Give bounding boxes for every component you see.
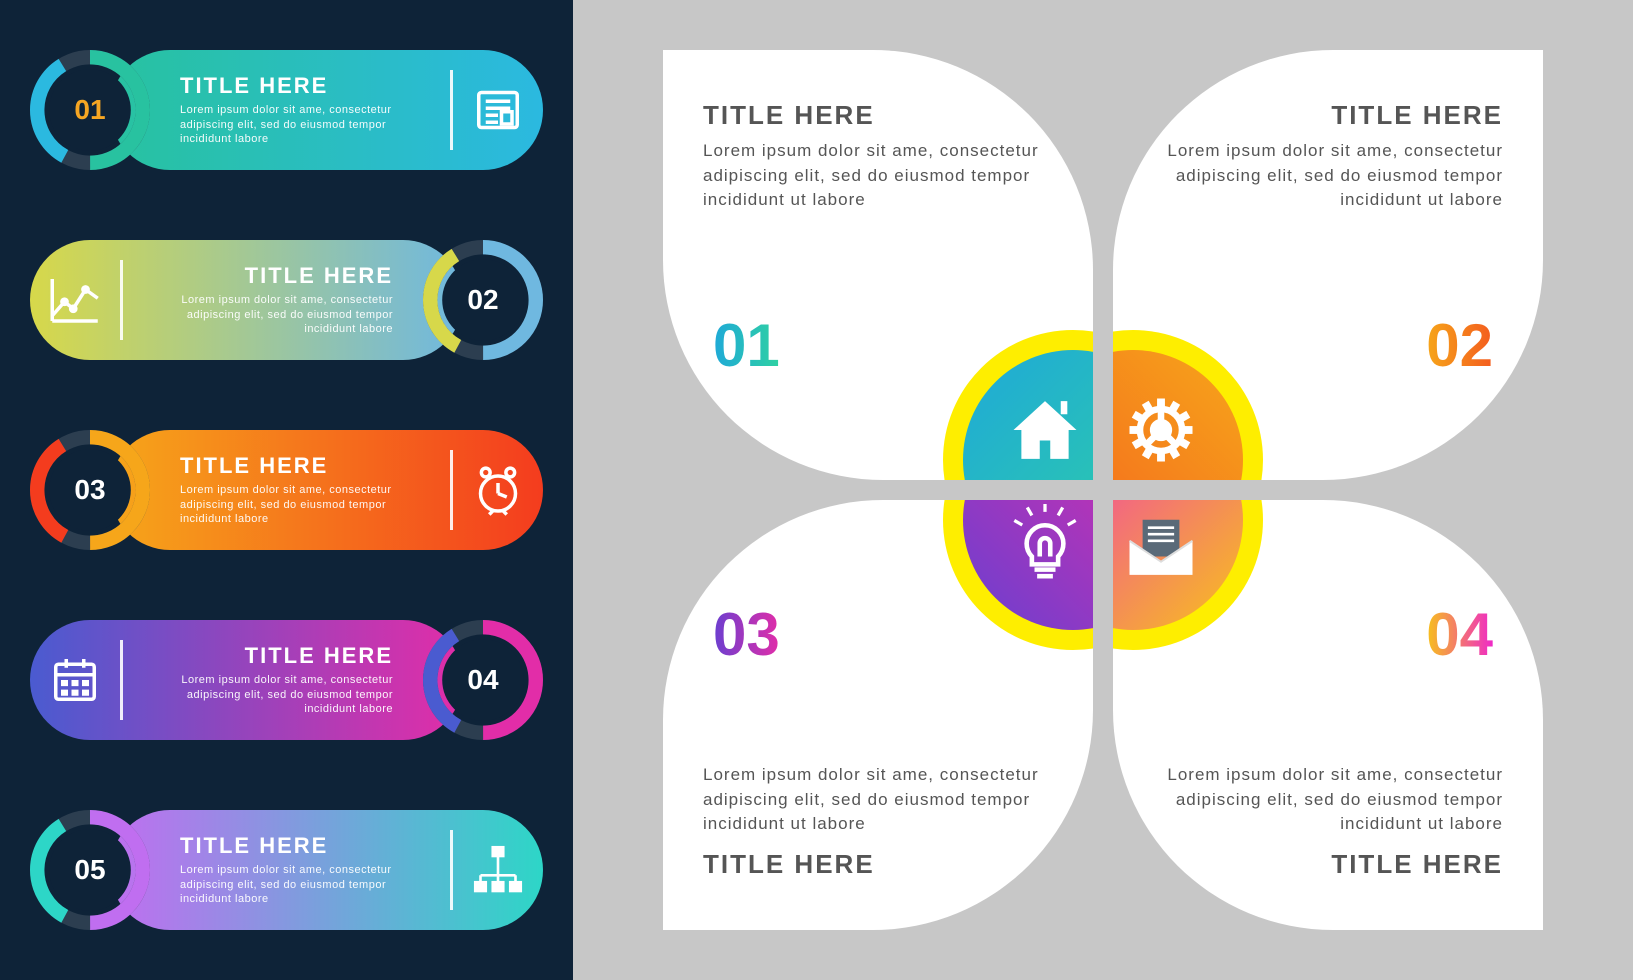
pill-divider	[450, 830, 453, 910]
pill-row-02: TITLE HERE Lorem ipsum dolor sit ame, co…	[30, 230, 543, 370]
pill-row-03: 03 TITLE HERE Lorem ipsum dolor sit ame,…	[30, 420, 543, 560]
pill-text: TITLE HERE Lorem ipsum dolor sit ame, co…	[123, 643, 413, 718]
pill-divider	[450, 70, 453, 150]
pill-desc: Lorem ipsum dolor sit ame, consectetur a…	[180, 103, 430, 148]
petal-number: 04	[1426, 600, 1493, 669]
petal-text: TITLE HERE Lorem ipsum dolor sit ame, co…	[1163, 763, 1503, 880]
pill-text: TITLE HERE Lorem ipsum dolor sit ame, co…	[160, 73, 450, 148]
pill-text: TITLE HERE Lorem ipsum dolor sit ame, co…	[160, 453, 450, 528]
petal-number: 03	[713, 600, 780, 669]
number-ring: 05	[30, 810, 150, 930]
number-label: 05	[30, 810, 150, 930]
clock-icon	[453, 430, 543, 550]
petal-04: 04 TITLE HERE Lorem ipsum dolor sit ame,…	[1113, 500, 1543, 930]
petal-title: TITLE HERE	[1163, 849, 1503, 880]
pill-row-04: TITLE HERE Lorem ipsum dolor sit ame, co…	[30, 610, 543, 750]
pill-desc: Lorem ipsum dolor sit ame, consectetur a…	[180, 483, 430, 528]
petal-text: TITLE HERE Lorem ipsum dolor sit ame, co…	[703, 763, 1043, 880]
pill-body: TITLE HERE Lorem ipsum dolor sit ame, co…	[110, 430, 543, 550]
number-ring: 03	[30, 430, 150, 550]
pill-body: TITLE HERE Lorem ipsum dolor sit ame, co…	[30, 240, 463, 360]
petal-text: TITLE HERE Lorem ipsum dolor sit ame, co…	[1163, 100, 1503, 213]
house-icon	[1031, 416, 1093, 481]
number-ring: 04	[423, 620, 543, 740]
network-icon	[453, 810, 543, 930]
pill-body: TITLE HERE Lorem ipsum dolor sit ame, co…	[30, 620, 463, 740]
pill-body: TITLE HERE Lorem ipsum dolor sit ame, co…	[110, 810, 543, 930]
pill-title: TITLE HERE	[180, 73, 430, 99]
petal-number: 02	[1426, 311, 1493, 380]
pill-row-05: 05 TITLE HERE Lorem ipsum dolor sit ame,…	[30, 800, 543, 940]
chart-icon	[30, 240, 120, 360]
number-label: 01	[30, 50, 150, 170]
pill-title: TITLE HERE	[143, 263, 393, 289]
petal-01: 01 TITLE HERE Lorem ipsum dolor sit ame,…	[663, 50, 1093, 480]
newspaper-icon	[453, 50, 543, 170]
number-label: 04	[423, 620, 543, 740]
petal-text: TITLE HERE Lorem ipsum dolor sit ame, co…	[703, 100, 1043, 213]
number-label: 02	[423, 240, 543, 360]
pill-title: TITLE HERE	[180, 453, 430, 479]
calendar-icon	[30, 620, 120, 740]
petal-title: TITLE HERE	[703, 849, 1043, 880]
left-infographic-panel: 01 TITLE HERE Lorem ipsum dolor sit ame,…	[0, 0, 573, 980]
pill-desc: Lorem ipsum dolor sit ame, consectetur a…	[180, 863, 430, 908]
number-ring: 01	[30, 50, 150, 170]
petal-desc: Lorem ipsum dolor sit ame, consectetur a…	[1163, 139, 1503, 213]
petal-desc: Lorem ipsum dolor sit ame, consectetur a…	[1163, 763, 1503, 837]
petal-02: 02 TITLE HERE Lorem ipsum dolor sit ame,…	[1113, 50, 1543, 480]
pill-text: TITLE HERE Lorem ipsum dolor sit ame, co…	[123, 263, 413, 338]
pill-body: TITLE HERE Lorem ipsum dolor sit ame, co…	[110, 50, 543, 170]
pill-desc: Lorem ipsum dolor sit ame, consectetur a…	[143, 673, 393, 718]
pill-divider	[120, 640, 123, 720]
petal-title: TITLE HERE	[1163, 100, 1503, 131]
pill-desc: Lorem ipsum dolor sit ame, consectetur a…	[143, 293, 393, 338]
mail-icon	[1113, 500, 1175, 565]
pill-title: TITLE HERE	[180, 833, 430, 859]
petal-title: TITLE HERE	[703, 100, 1043, 131]
pill-divider	[450, 450, 453, 530]
pill-divider	[120, 260, 123, 340]
pill-row-01: 01 TITLE HERE Lorem ipsum dolor sit ame,…	[30, 40, 543, 180]
bulb-icon	[1031, 500, 1093, 565]
petal-number: 01	[713, 311, 780, 380]
petal-03: 03 TITLE HERE Lorem ipsum dolor sit ame,…	[663, 500, 1093, 930]
petal-desc: Lorem ipsum dolor sit ame, consectetur a…	[703, 763, 1043, 837]
gear-icon	[1113, 416, 1175, 481]
right-infographic-panel: 01 TITLE HERE Lorem ipsum dolor sit ame,…	[573, 0, 1633, 980]
number-label: 03	[30, 430, 150, 550]
number-ring: 02	[423, 240, 543, 360]
petal-desc: Lorem ipsum dolor sit ame, consectetur a…	[703, 139, 1043, 213]
pill-title: TITLE HERE	[143, 643, 393, 669]
petal-area: 01 TITLE HERE Lorem ipsum dolor sit ame,…	[663, 50, 1543, 930]
pill-text: TITLE HERE Lorem ipsum dolor sit ame, co…	[160, 833, 450, 908]
